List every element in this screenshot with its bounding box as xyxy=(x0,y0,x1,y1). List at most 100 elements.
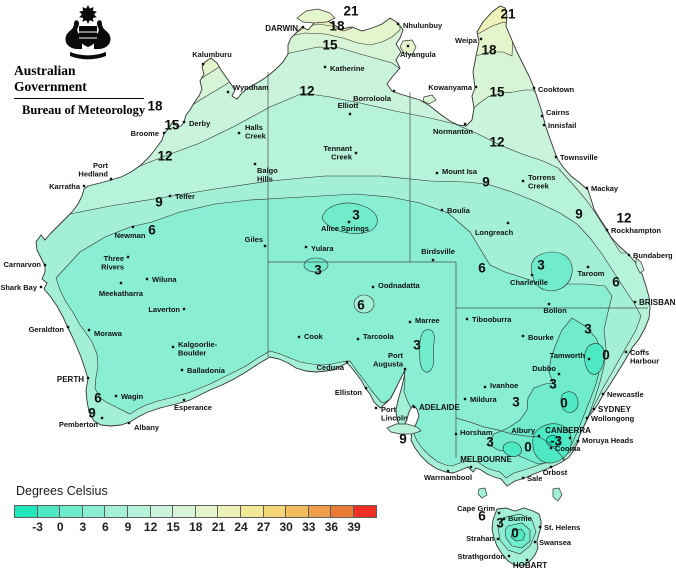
city-dot xyxy=(521,476,525,480)
city-label: Wagin xyxy=(121,392,144,401)
city-label: Wiluna xyxy=(152,275,177,284)
city-dot xyxy=(201,62,205,66)
city-label: Three Rivers xyxy=(101,254,124,272)
city-dot xyxy=(119,281,123,285)
contour-label: 3 xyxy=(584,322,592,337)
contour-label: 0 xyxy=(602,348,610,363)
city-dot xyxy=(502,517,506,521)
legend-cell xyxy=(126,505,151,518)
patch-0-3-flinders xyxy=(419,329,435,373)
city-label: Horsham xyxy=(460,428,493,437)
contour-label: 9 xyxy=(155,195,163,210)
legend-tick: 36 xyxy=(324,520,339,534)
contour-label: 12 xyxy=(299,84,314,99)
city-dot xyxy=(585,416,589,420)
city-dot xyxy=(226,90,230,94)
legend-tick: 9 xyxy=(124,520,132,534)
legend-cell xyxy=(81,505,106,518)
city-dot xyxy=(168,194,172,198)
city-label: Innisfail xyxy=(548,121,576,130)
city-dot xyxy=(601,392,605,396)
city-dot xyxy=(557,372,561,376)
city-label: Elliott xyxy=(338,101,359,110)
legend-tick-labels: -3 0 3 6 9 12 15 18 21 24 27 30 33 36 39 xyxy=(14,520,424,535)
city-dot xyxy=(587,357,591,361)
contour-label: 3 xyxy=(352,208,360,223)
city-label: Kalgoorlie-Boulder xyxy=(178,340,218,358)
city-label: Carnarvon xyxy=(3,260,41,269)
city-label: Coffs Harbour xyxy=(630,348,659,366)
city-dot xyxy=(347,220,351,224)
crest-kangaroo xyxy=(65,20,82,49)
legend-cell xyxy=(307,505,332,518)
city-label: Port Lincoln xyxy=(381,405,408,423)
city-label: BRISBANE xyxy=(639,298,676,307)
mornington-island xyxy=(422,94,437,105)
legend-cell xyxy=(330,505,354,518)
city-dot xyxy=(633,300,637,304)
city-label: Orbost xyxy=(543,468,568,477)
contour-label: 6 xyxy=(94,391,102,406)
contour-label: 3 xyxy=(549,377,557,392)
city-dot xyxy=(431,258,435,262)
contour-label: 18 xyxy=(329,19,345,34)
city-label: Bundaberg xyxy=(633,251,673,260)
city-dot xyxy=(403,367,407,371)
contour-label: 0 xyxy=(560,396,568,411)
city-label: Taroom xyxy=(578,269,605,278)
city-label: Tamworth xyxy=(550,351,586,360)
city-label: Strahan xyxy=(466,534,494,543)
city-dot xyxy=(627,253,631,257)
tasmania-bands xyxy=(497,513,537,555)
contour-label: 6 xyxy=(357,298,365,313)
city-dot xyxy=(532,86,536,90)
city-label: Mount Isa xyxy=(442,167,478,176)
city-label: Albury xyxy=(511,426,536,435)
city-label: Alyangula xyxy=(400,50,437,59)
city-label: Karratha xyxy=(49,182,81,191)
legend-tick: 15 xyxy=(166,520,180,534)
city-label: Shark Bay xyxy=(0,283,38,292)
city-label: Borroloola xyxy=(353,94,392,103)
city-label: Cape Grim xyxy=(457,504,495,513)
city-dot xyxy=(304,245,308,249)
patch-m3-0-tamworth xyxy=(584,343,605,375)
city-dot xyxy=(131,225,135,229)
city-dot xyxy=(162,131,166,135)
contour-label: 12 xyxy=(489,135,504,150)
legend-tick: 6 xyxy=(102,520,109,534)
city-label: Bollon xyxy=(543,306,567,315)
city-dot xyxy=(469,465,473,469)
city-dot xyxy=(549,465,553,469)
city-dot xyxy=(297,335,301,339)
city-dot xyxy=(39,285,43,289)
city-label: HOBART xyxy=(513,561,547,570)
city-dot xyxy=(66,325,70,329)
kangaroo-island xyxy=(386,423,422,435)
patch-m3-0-bathurst xyxy=(560,391,579,413)
city-dot xyxy=(497,511,501,515)
city-label: Swansea xyxy=(539,538,572,547)
contour-label: 15 xyxy=(322,38,338,53)
city-dot xyxy=(479,37,483,41)
legend-cell xyxy=(172,505,196,518)
city-dot xyxy=(182,398,186,402)
city-dot xyxy=(371,285,375,289)
city-label: Derby xyxy=(189,119,211,128)
patch-0-3-charleville xyxy=(530,251,573,292)
city-dot xyxy=(263,244,267,248)
city-label: Sale xyxy=(527,474,542,483)
tas-band-m3-0 xyxy=(510,528,526,542)
city-label: St. Helens xyxy=(544,523,580,532)
legend-tick: 12 xyxy=(143,520,158,534)
city-dot xyxy=(348,112,352,116)
city-label: Wollongong xyxy=(591,414,635,423)
legend-tick: 21 xyxy=(211,520,226,534)
contour-label: 3 xyxy=(486,435,494,450)
city-dot xyxy=(463,122,467,126)
city-label: Morawa xyxy=(94,329,123,338)
city-label: Broome xyxy=(131,129,159,138)
city-label: Bourke xyxy=(528,333,554,342)
city-label: DARWIN xyxy=(265,24,298,33)
